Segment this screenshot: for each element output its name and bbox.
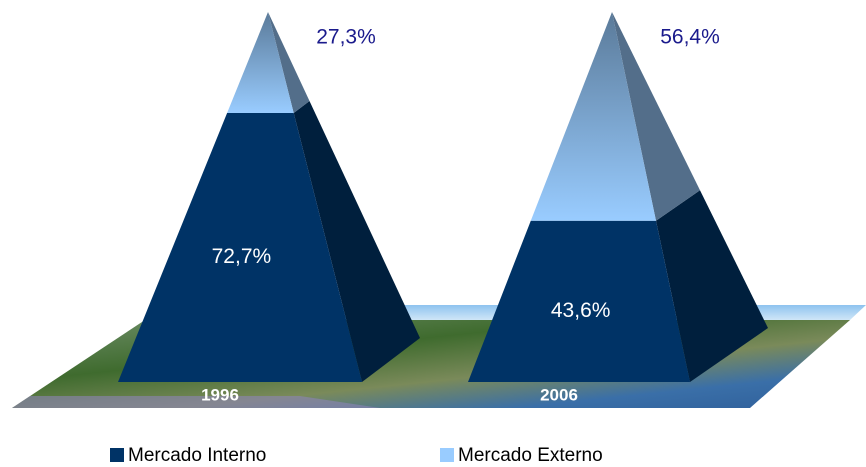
- pyramid-segment-side: [612, 12, 700, 221]
- legend-label: Mercado Externo: [458, 445, 603, 466]
- data-label: 72,7%: [212, 245, 272, 268]
- category-label: 2006: [540, 385, 578, 404]
- pyramid-segment-side: [293, 101, 420, 382]
- pyramid-segment-front: [227, 12, 294, 113]
- legend: Mercado Interno Mercado Externo: [110, 445, 603, 466]
- data-label: 27,3%: [316, 26, 376, 49]
- pyramid-segment-front: [118, 113, 362, 382]
- pyramid-segment-front: [530, 12, 656, 221]
- legend-swatch: [440, 448, 454, 462]
- pyramid-segment-side: [268, 12, 310, 113]
- category-label: 1996: [201, 385, 239, 404]
- background-flowers: [12, 396, 380, 408]
- pyramid-segment-side: [656, 190, 768, 382]
- legend-swatch: [110, 448, 124, 462]
- pyramid-segment-front: [468, 220, 690, 382]
- data-label: 56,4%: [660, 26, 720, 49]
- legend-label: Mercado Interno: [128, 445, 266, 466]
- data-label: 43,6%: [551, 299, 611, 322]
